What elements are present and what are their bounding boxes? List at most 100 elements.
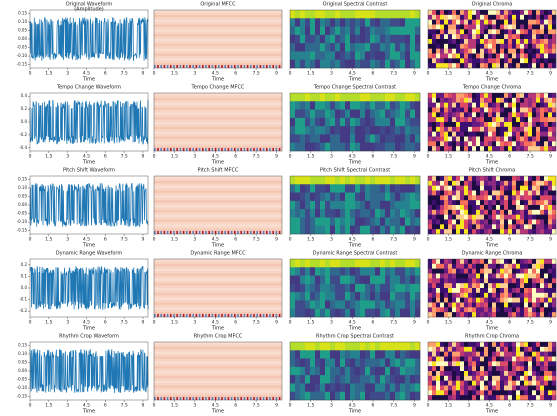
x-tick-label: 3 <box>66 237 69 243</box>
heatmap-cell <box>532 93 536 98</box>
heatmap-cell <box>385 18 390 26</box>
heatmap-cell <box>480 357 484 362</box>
heatmap-cell <box>432 352 436 357</box>
heatmap-cell <box>436 117 440 122</box>
heatmap-cell <box>504 176 508 181</box>
heatmap-cell <box>548 58 552 63</box>
heatmap-cell <box>468 176 472 181</box>
heatmap-cell <box>512 146 516 151</box>
heatmap-cell <box>516 58 520 63</box>
heatmap-cell <box>335 309 340 317</box>
heatmap-cell <box>524 347 528 352</box>
heatmap-cell <box>476 58 480 63</box>
heatmap-cell <box>528 181 532 186</box>
heatmap-cell <box>164 231 166 234</box>
heatmap-cell <box>464 210 468 215</box>
heatmap-cell <box>395 43 400 51</box>
heatmap-cell <box>492 141 496 146</box>
heatmap-cell <box>496 210 500 215</box>
heatmap-cell <box>500 117 504 122</box>
heatmap-cell <box>536 293 540 298</box>
heatmap-cell <box>504 141 508 146</box>
heatmap-cell <box>228 397 230 400</box>
heatmap-cell <box>405 276 410 284</box>
heatmap-cell <box>476 371 480 376</box>
heatmap-cell <box>540 274 544 279</box>
x-tick-label: 6 <box>104 403 107 409</box>
heatmap-cell <box>500 195 504 200</box>
heatmap-cell <box>436 98 440 103</box>
heatmap-cell <box>221 65 223 68</box>
heatmap-cell <box>480 127 484 132</box>
heatmap-cell <box>536 390 540 395</box>
heatmap-cell <box>405 217 410 225</box>
heatmap-cell <box>480 44 484 49</box>
heatmap-cell <box>532 386 536 391</box>
heatmap-cell <box>536 371 540 376</box>
heatmap-cell <box>300 60 305 68</box>
heatmap-cell <box>480 103 484 108</box>
heatmap-cell <box>472 108 476 113</box>
heatmap-cell <box>315 292 320 300</box>
heatmap-cell <box>370 350 375 358</box>
heatmap-cell <box>508 181 512 186</box>
heatmap-cell <box>350 51 355 59</box>
heatmap-cell <box>476 63 480 68</box>
heatmap-cell <box>532 146 536 151</box>
x-tick-label: 9 <box>275 154 278 160</box>
heatmap-cell <box>325 176 330 184</box>
heatmap-cell <box>340 51 345 59</box>
heatmap-cell <box>480 10 484 15</box>
heatmap-cell <box>395 267 400 275</box>
heatmap-cell <box>508 220 512 225</box>
heatmap-cell <box>460 361 464 366</box>
heatmap-cell <box>315 176 320 184</box>
heatmap-cell <box>345 18 350 26</box>
heatmap-cell <box>484 395 488 400</box>
heatmap-cell <box>400 193 405 201</box>
heatmap-cell <box>452 215 456 220</box>
heatmap-cell <box>484 29 488 34</box>
heatmap-cell <box>528 98 532 103</box>
heatmap-cell <box>428 54 432 59</box>
heatmap-cell <box>472 181 476 186</box>
heatmap-cell <box>464 303 468 308</box>
heatmap-cell <box>512 220 516 225</box>
heatmap-cell <box>476 25 480 30</box>
heatmap-cell <box>456 146 460 151</box>
heatmap-cell <box>305 93 310 101</box>
heatmap-cell <box>415 350 420 358</box>
x-tick-label: 6 <box>372 71 375 77</box>
heatmap-cell <box>492 259 496 264</box>
x-tick-label: 3 <box>330 403 333 409</box>
heatmap-cell <box>436 303 440 308</box>
heatmap-cell <box>380 110 385 118</box>
heatmap-cell <box>552 34 556 39</box>
heatmap-cell <box>552 220 556 225</box>
x-axis-label: Time <box>485 409 498 415</box>
heatmap-cell <box>360 126 365 134</box>
heatmap-cell <box>452 312 456 317</box>
x-axis-label: Time <box>348 77 361 83</box>
heatmap-cell <box>524 34 528 39</box>
heatmap-cell <box>480 229 484 234</box>
heatmap-cell <box>540 278 544 283</box>
heatmap-cell <box>532 342 536 347</box>
heatmap-cell <box>415 134 420 142</box>
heatmap-cell <box>520 269 524 274</box>
heatmap-cell <box>468 112 472 117</box>
panel-title: Pitch Shift Chroma <box>469 168 515 174</box>
heatmap-cell <box>170 65 172 68</box>
heatmap-cell <box>385 126 390 134</box>
heatmap-cell <box>345 276 350 284</box>
heatmap-cell <box>508 215 512 220</box>
heatmap-cell <box>456 307 460 312</box>
heatmap-cell <box>484 293 488 298</box>
heatmap-cell <box>444 181 448 186</box>
heatmap-cell <box>544 98 548 103</box>
heatmap-cell <box>472 288 476 293</box>
x-tick-label: 0 <box>153 320 156 326</box>
heatmap-cell <box>528 210 532 215</box>
heatmap-cell <box>310 184 315 192</box>
heatmap-cell <box>436 200 440 205</box>
